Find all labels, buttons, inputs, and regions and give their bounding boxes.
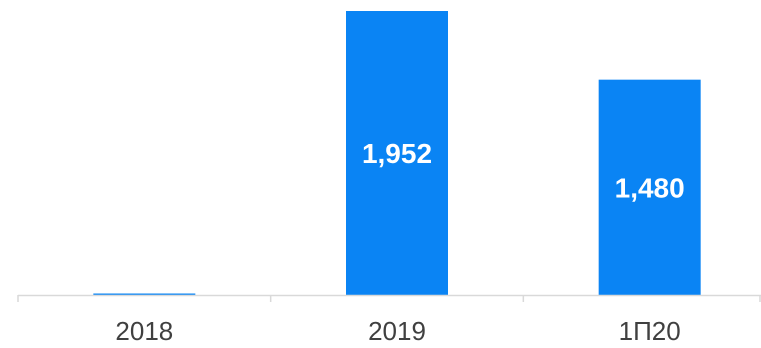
x-tick-label-1П20: 1П20 bbox=[619, 316, 681, 346]
x-tick-label-2019: 2019 bbox=[368, 316, 426, 346]
data-label-1П20: 1,480 bbox=[615, 172, 685, 203]
x-tick-label-2018: 2018 bbox=[115, 316, 173, 346]
bar-2018 bbox=[93, 293, 196, 295]
data-label-2019: 1,952 bbox=[362, 138, 432, 169]
x-axis-tick-labels-group: 2018 2019 1П20 bbox=[115, 316, 680, 346]
bars-group bbox=[93, 11, 701, 295]
bar-1П20 bbox=[598, 79, 701, 295]
data-labels-group: 1,952 1,480 bbox=[362, 138, 685, 203]
x-axis-ticks-group bbox=[17, 295, 761, 302]
bar-2019 bbox=[346, 11, 448, 295]
